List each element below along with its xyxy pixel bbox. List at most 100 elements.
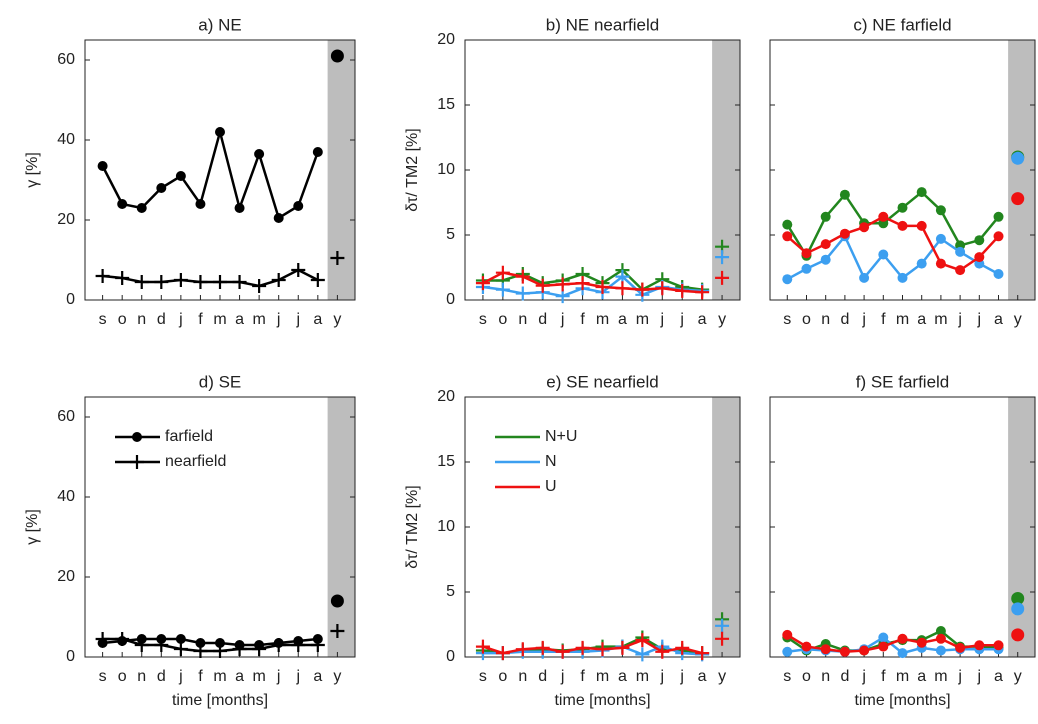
x-tick-label: j [957,311,962,328]
data-point [675,283,690,298]
data-point [293,201,304,211]
chart-title: e) SE nearfield [546,372,658,391]
data-point [213,275,227,289]
x-tick-label: j [977,668,982,685]
data-point [635,633,650,648]
x-axis-label: time [months] [554,692,650,709]
x-tick-label: y [718,668,726,685]
data-point [252,642,267,656]
data-point [154,275,169,289]
data-point [154,638,169,652]
x-tick-label: a [917,668,926,685]
x-tick-label: n [821,668,830,685]
data-point [993,640,1004,651]
y-axis-label: γ [%] [24,509,41,545]
data-point [215,127,225,137]
data-point [291,263,306,277]
y-tick-label: 10 [437,518,455,535]
y-tick-label: 20 [437,388,455,405]
x-tick-label: s [479,311,487,328]
y-tick-label: 0 [446,291,455,308]
x-tick-label: o [802,311,811,328]
x-tick-label: m [596,668,609,685]
data-point [675,640,690,655]
data-point [820,644,831,655]
y-tick-label: 5 [446,226,455,243]
data-point [916,637,927,648]
data-point [859,222,870,233]
x-tick-label: j [560,311,565,328]
x-tick-label: o [498,311,507,328]
legend-label: farfield [165,428,213,445]
data-point [715,631,730,646]
x-tick-label: y [1014,668,1022,685]
data-point [555,289,570,304]
data-point [878,211,889,222]
data-point [974,252,985,263]
data-point [535,640,550,655]
data-point [291,638,306,652]
data-point [615,640,630,655]
data-point [475,639,490,654]
legend-label: N [545,453,557,470]
data-point [820,254,831,265]
data-point [575,276,590,291]
data-point [916,258,927,269]
data-point [495,265,510,280]
x-axis-label: time [months] [854,692,950,709]
y-tick-label: 15 [437,453,455,470]
data-point [330,49,344,63]
data-point [935,633,946,644]
x-axis-label: time [months] [172,692,268,709]
x-tick-label: y [718,311,726,328]
data-point [897,633,908,644]
y-tick-label: 40 [57,131,75,148]
y-tick-label: 15 [437,96,455,113]
data-point [515,642,530,657]
x-tick-label: s [99,668,107,685]
x-tick-label: m [896,668,909,685]
x-tick-label: j [861,668,866,685]
data-point [839,189,850,200]
data-point [310,273,325,287]
data-point [134,275,149,289]
data-point [232,275,247,289]
data-point [515,269,530,284]
data-point [935,645,946,656]
data-point [173,642,188,656]
data-point [820,211,831,222]
x-tick-label: a [235,668,244,685]
chart-title: b) NE nearfield [546,15,659,34]
x-tick-label: j [679,311,684,328]
data-point [515,286,530,301]
data-point [859,645,870,656]
data-point [330,624,345,638]
data-point [993,269,1004,279]
year-shade [327,40,355,300]
data-point [935,258,946,269]
data-point [173,273,188,287]
x-tick-label: d [157,668,166,685]
x-tick-label: a [994,668,1003,685]
x-tick-label: a [698,668,707,685]
data-point [695,285,710,300]
data-point [193,275,208,289]
x-tick-label: a [313,311,322,328]
y-axis-label: δτ/ TM2 [%] [404,128,421,211]
x-tick-label: s [783,668,791,685]
data-point [232,642,247,656]
x-tick-label: m [252,668,265,685]
x-tick-label: f [580,668,585,685]
data-point [252,279,267,293]
data-point [897,220,908,231]
data-point [615,281,630,296]
x-tick-label: j [178,668,183,685]
x-tick-label: o [802,668,811,685]
data-point [782,646,793,657]
data-point [130,455,144,469]
data-point [595,642,610,657]
x-tick-label: m [213,311,226,328]
data-point [878,249,889,260]
data-point [801,248,812,259]
